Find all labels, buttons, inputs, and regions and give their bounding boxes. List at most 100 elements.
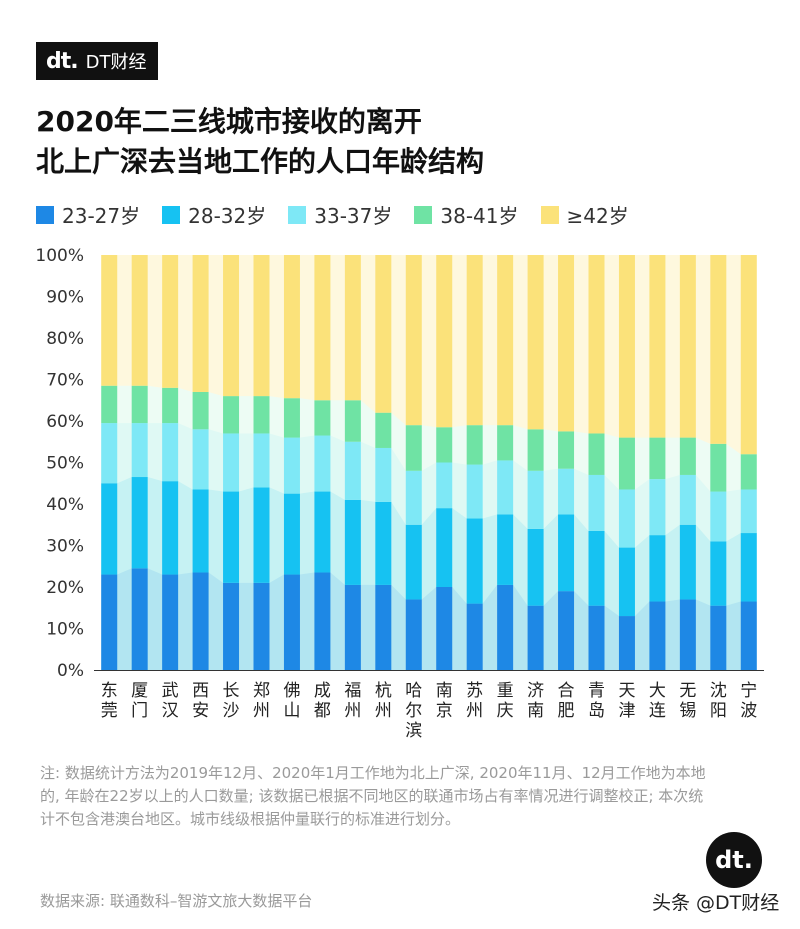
- bar-segment: [223, 396, 240, 434]
- bar-segment: [436, 462, 453, 509]
- bar-segment: [649, 437, 666, 480]
- x-category-label: 郑州: [253, 681, 270, 721]
- x-category-label: 成都: [314, 681, 331, 721]
- bar-segment: [131, 568, 148, 670]
- bar-segment: [618, 437, 635, 490]
- bar-segment: [344, 400, 361, 442]
- legend-item: 23-27岁: [36, 200, 140, 229]
- bar-segment: [405, 425, 422, 471]
- bar-segment: [497, 425, 514, 461]
- bar-segment: [740, 533, 757, 602]
- x-category-char: 沈: [710, 681, 727, 701]
- bar-segment: [375, 584, 392, 670]
- data-source: 数据来源: 联通数科–智游文旅大数据平台: [40, 892, 313, 910]
- bar-segment: [679, 599, 696, 670]
- bar-segment: [527, 528, 544, 606]
- bar-segment: [740, 454, 757, 490]
- bar-segment: [162, 423, 179, 482]
- y-tick-label: 100%: [35, 246, 84, 266]
- bar-segment: [740, 255, 757, 455]
- bar-segment: [101, 423, 118, 484]
- legend-swatch: [288, 205, 307, 224]
- legend-label: ≥42岁: [566, 204, 629, 228]
- x-category-char: 西: [192, 681, 209, 701]
- legend-label: 28-32岁: [188, 204, 267, 228]
- legend-item: 33-37岁: [288, 200, 392, 229]
- bar-segment: [740, 601, 757, 670]
- bar-segment: [131, 255, 148, 386]
- bar-segment: [314, 491, 331, 573]
- bar-segment: [618, 489, 635, 548]
- bar-segment: [405, 599, 422, 670]
- brand-logo: dt. DT财经: [36, 42, 159, 80]
- bar-segment: [101, 385, 118, 424]
- bar-segment: [101, 255, 118, 386]
- x-category-char: 无: [679, 681, 696, 701]
- bar-segment: [162, 574, 179, 670]
- x-category-char: 州: [375, 701, 392, 721]
- x-category-label: 杭州: [375, 681, 392, 721]
- x-category-char: 佛: [283, 681, 300, 701]
- x-category-char: 门: [131, 701, 148, 721]
- bar-segment: [375, 412, 392, 448]
- bar-segment: [283, 493, 300, 575]
- bar-segment: [649, 535, 666, 602]
- bar-segment: [588, 474, 605, 531]
- chart-title: 2020年二三线城市接收的离开 北上广深去当地工作的人口年龄结构: [36, 102, 484, 182]
- bar-segment: [527, 470, 544, 529]
- bar-segment: [101, 483, 118, 575]
- x-category-char: 天: [618, 681, 635, 701]
- y-tick-label: 80%: [46, 329, 84, 349]
- bar-segment: [375, 255, 392, 413]
- bar-segment: [588, 530, 605, 606]
- bar-segment: [558, 591, 575, 670]
- legend-label: 33-37岁: [314, 204, 393, 228]
- bar-segment: [253, 582, 270, 670]
- x-category-label: 合肥: [558, 681, 575, 721]
- legend-item: ≥42岁: [540, 200, 629, 229]
- chart-title-line-1: 2020年二三线城市接收的离开: [36, 105, 422, 138]
- bar-segment: [314, 435, 331, 492]
- bar-segment: [192, 489, 209, 573]
- x-category-char: 州: [344, 701, 361, 721]
- bar-segment: [436, 587, 453, 670]
- bar-segment: [710, 443, 727, 492]
- bar-segment: [558, 468, 575, 515]
- platform-watermark: 头条 @DT财经: [652, 892, 780, 914]
- x-category-char: 滨: [405, 721, 422, 741]
- bar-segment: [314, 255, 331, 401]
- bar-segment: [649, 255, 666, 438]
- x-category-label: 武汉: [162, 681, 179, 721]
- bar-segment: [253, 255, 270, 397]
- x-category-label: 重庆: [497, 681, 514, 721]
- bar-segment: [558, 431, 575, 469]
- bar-segment: [344, 499, 361, 585]
- bar-segment: [527, 429, 544, 471]
- bar-segment: [375, 447, 392, 502]
- bar-segment: [192, 572, 209, 670]
- y-tick-label: 40%: [46, 495, 84, 515]
- x-category-char: 成: [314, 681, 331, 701]
- bar-segment: [192, 429, 209, 490]
- bar-segment: [314, 572, 331, 670]
- bar-segment: [466, 255, 483, 426]
- bar-segment: [466, 425, 483, 465]
- x-category-char: 都: [314, 701, 331, 721]
- x-category-char: 重: [497, 681, 514, 701]
- x-category-char: 杭: [375, 681, 392, 701]
- bar-segment: [558, 255, 575, 432]
- bar-segment: [497, 514, 514, 585]
- bar-segment: [558, 514, 575, 592]
- x-category-label: 佛山: [283, 681, 300, 721]
- y-tick-label: 20%: [46, 578, 84, 598]
- x-category-char: 福: [344, 681, 361, 701]
- bar-segment: [710, 605, 727, 670]
- bar-segment: [223, 255, 240, 397]
- bar-segment: [283, 255, 300, 399]
- bar-segment: [588, 433, 605, 475]
- legend-label: 38-41岁: [440, 204, 519, 228]
- bar-segment: [223, 582, 240, 670]
- bar-segment: [497, 584, 514, 670]
- x-category-char: 郑: [253, 681, 270, 701]
- legend-swatch: [162, 205, 181, 224]
